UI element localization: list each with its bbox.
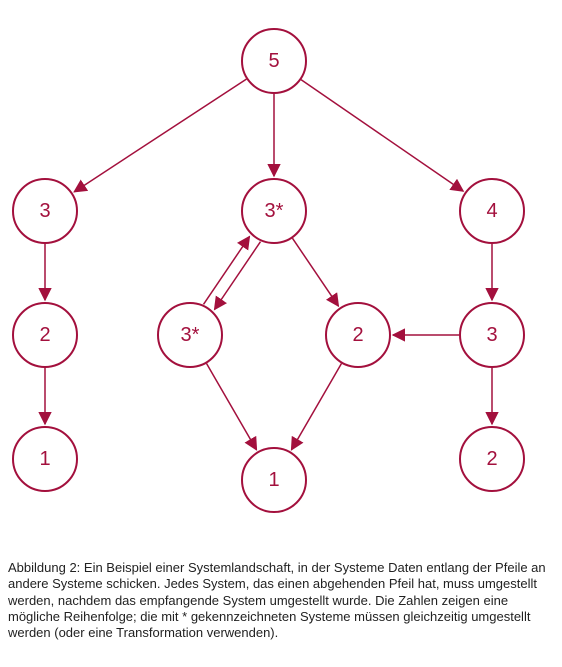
- caption-text: Abbildung 2: Ein Beispiel einer Systemla…: [8, 560, 546, 640]
- node-label: 2: [352, 324, 363, 347]
- node-label: 1: [39, 448, 50, 471]
- graph-node: 2: [12, 302, 78, 368]
- graph-node: 1: [241, 447, 307, 513]
- node-label: 5: [268, 50, 279, 73]
- edge: [207, 364, 257, 450]
- graph-node: 3*: [157, 302, 223, 368]
- edge: [204, 237, 250, 305]
- node-label: 3: [486, 324, 497, 347]
- node-label: 4: [486, 200, 497, 223]
- node-label: 3*: [265, 200, 284, 223]
- diagram-container: Abbildung 2: Ein Beispiel einer Systemla…: [0, 0, 562, 667]
- graph-node: 3: [459, 302, 525, 368]
- node-label: 3*: [181, 324, 200, 347]
- edge: [301, 80, 463, 191]
- graph-node: 3*: [241, 178, 307, 244]
- figure-caption: Abbildung 2: Ein Beispiel einer Systemla…: [8, 560, 554, 641]
- node-label: 3: [39, 200, 50, 223]
- graph-node: 4: [459, 178, 525, 244]
- node-label: 1: [268, 469, 279, 492]
- graph-node: 5: [241, 28, 307, 94]
- node-label: 2: [486, 448, 497, 471]
- edge: [215, 242, 261, 310]
- graph-node: 3: [12, 178, 78, 244]
- graph-node: 2: [459, 426, 525, 492]
- node-label: 2: [39, 324, 50, 347]
- graph-node: 1: [12, 426, 78, 492]
- graph-node: 2: [325, 302, 391, 368]
- edge: [74, 79, 246, 192]
- edge: [292, 364, 342, 450]
- edge: [293, 238, 339, 306]
